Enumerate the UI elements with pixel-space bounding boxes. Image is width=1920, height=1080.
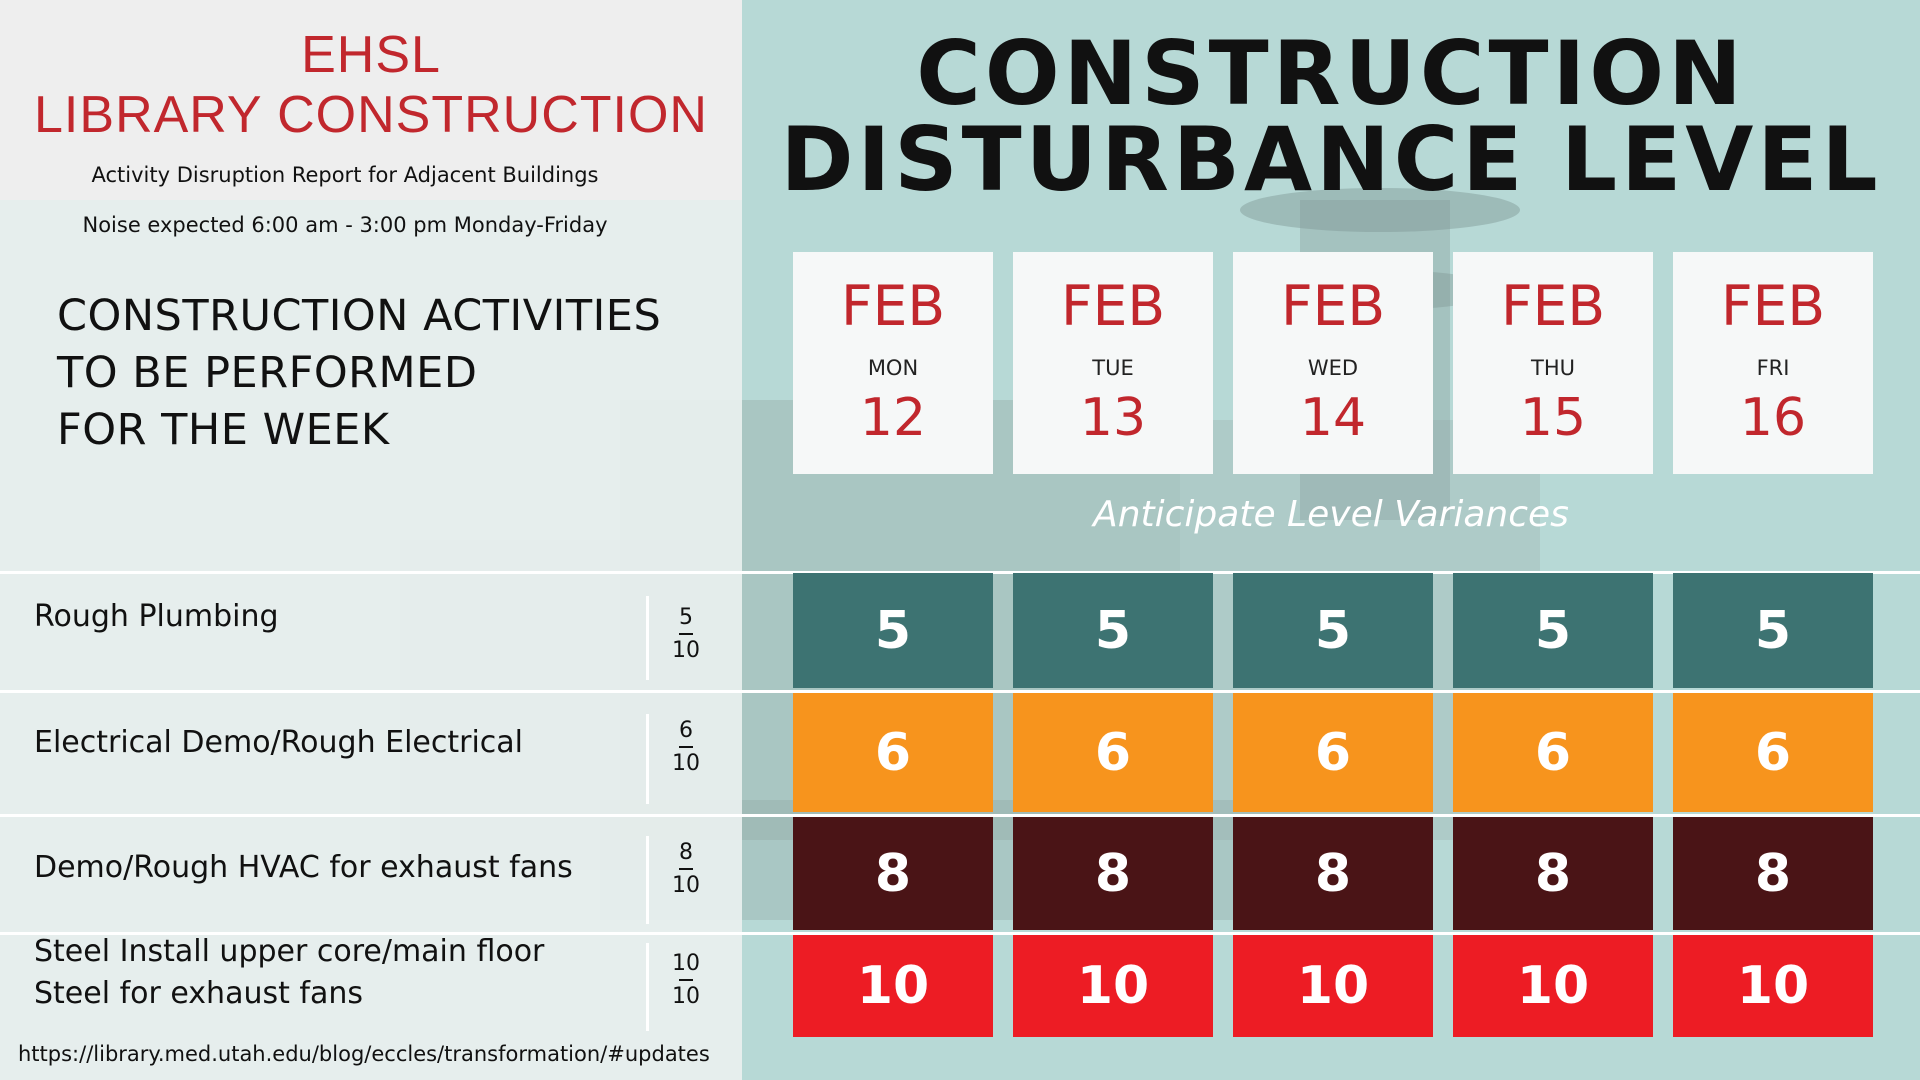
date-month: FEB <box>1060 274 1166 338</box>
level-cell: 8 <box>1233 817 1433 930</box>
fraction-bar <box>679 979 693 981</box>
date-month: FEB <box>1720 274 1826 338</box>
brand-title-line1: EHSL <box>301 26 441 84</box>
level-cell: 10 <box>1673 935 1873 1037</box>
brand-title-line2: LIBRARY CONSTRUCTION <box>34 86 708 144</box>
date-day: 12 <box>859 388 927 448</box>
level-fraction: 8 10 <box>670 840 702 899</box>
row-divider <box>0 814 1920 817</box>
level-value: 8 <box>679 840 693 865</box>
date-month: FEB <box>840 274 946 338</box>
noise-note: Noise expected 6:00 am - 3:00 pm Monday-… <box>82 213 608 237</box>
activity-label-electrical: Electrical Demo/Rough Electrical <box>34 725 524 760</box>
level-cell: 5 <box>1013 573 1213 688</box>
date-weekday: THU <box>1531 356 1575 380</box>
date-day: 15 <box>1519 388 1587 448</box>
row-separator-bar <box>646 836 649 924</box>
level-cell: 8 <box>1013 817 1213 930</box>
level-value: 6 <box>679 718 693 743</box>
fraction-bar <box>679 746 693 748</box>
main-title-line2: DISTURBANCE LEVEL <box>780 108 1882 211</box>
date-weekday: WED <box>1307 356 1359 380</box>
row-divider <box>0 690 1920 693</box>
row-separator-bar <box>646 943 649 1031</box>
report-subtitle: Activity Disruption Report for Adjacent … <box>91 163 599 187</box>
activity-label-rough-plumbing: Rough Plumbing <box>34 599 279 634</box>
activities-heading: CONSTRUCTION ACTIVITIES TO BE PERFORMED … <box>57 288 661 459</box>
date-card-tue: FEB TUE 13 <box>1013 252 1213 474</box>
left-header <box>0 0 742 200</box>
level-fraction: 6 10 <box>670 718 702 777</box>
main-title-line1: CONSTRUCTION <box>916 22 1746 125</box>
date-card-mon: FEB MON 12 <box>793 252 993 474</box>
level-fraction: 5 10 <box>670 605 702 664</box>
level-max: 10 <box>672 751 700 776</box>
level-value: 10 <box>672 951 700 976</box>
activities-heading-line3: FOR THE WEEK <box>57 405 390 455</box>
level-max: 10 <box>672 984 700 1009</box>
row-divider <box>0 571 1920 574</box>
activities-heading-line1: CONSTRUCTION ACTIVITIES <box>57 291 662 341</box>
level-cell: 10 <box>1453 935 1653 1037</box>
date-month: FEB <box>1280 274 1386 338</box>
level-max: 10 <box>672 873 700 898</box>
level-cell: 10 <box>793 935 993 1037</box>
activities-heading-line2: TO BE PERFORMED <box>57 348 478 398</box>
level-max: 10 <box>672 638 700 663</box>
activity-label-hvac: Demo/Rough HVAC for exhaust fans <box>34 850 573 885</box>
level-cell: 8 <box>1673 817 1873 930</box>
level-cell: 6 <box>1673 693 1873 812</box>
date-day: 16 <box>1739 388 1807 448</box>
date-card-wed: FEB WED 14 <box>1233 252 1433 474</box>
updates-url: https://library.med.utah.edu/blog/eccles… <box>18 1042 710 1066</box>
date-day: 14 <box>1299 388 1367 448</box>
date-month: FEB <box>1500 274 1606 338</box>
level-cell: 10 <box>1233 935 1433 1037</box>
level-cell: 6 <box>1233 693 1433 812</box>
level-cell: 8 <box>793 817 993 930</box>
level-cell: 6 <box>1453 693 1653 812</box>
level-cell: 8 <box>1453 817 1653 930</box>
level-cell: 5 <box>1673 573 1873 688</box>
row-separator-bar <box>646 714 649 804</box>
date-weekday: MON <box>867 356 919 380</box>
date-weekday: FRI <box>1756 356 1790 380</box>
level-fraction: 10 10 <box>670 951 702 1010</box>
level-cell: 5 <box>1233 573 1433 688</box>
activity-label-steel-line2: Steel for exhaust fans <box>34 976 363 1011</box>
level-cell: 10 <box>1013 935 1213 1037</box>
variance-note: Anticipate Level Variances <box>1093 494 1569 535</box>
date-day: 13 <box>1079 388 1147 448</box>
level-value: 5 <box>679 605 693 630</box>
row-divider <box>0 932 1920 935</box>
date-weekday: TUE <box>1092 356 1134 380</box>
date-card-thu: FEB THU 15 <box>1453 252 1653 474</box>
fraction-bar <box>679 868 693 870</box>
activity-label-steel-line1: Steel Install upper core/main floor <box>34 934 545 969</box>
level-cell: 6 <box>1013 693 1213 812</box>
date-card-fri: FEB FRI 16 <box>1673 252 1873 474</box>
fraction-bar <box>679 633 693 635</box>
level-cell: 5 <box>793 573 993 688</box>
level-cell: 5 <box>1453 573 1653 688</box>
row-separator-bar <box>646 596 649 680</box>
level-cell: 6 <box>793 693 993 812</box>
